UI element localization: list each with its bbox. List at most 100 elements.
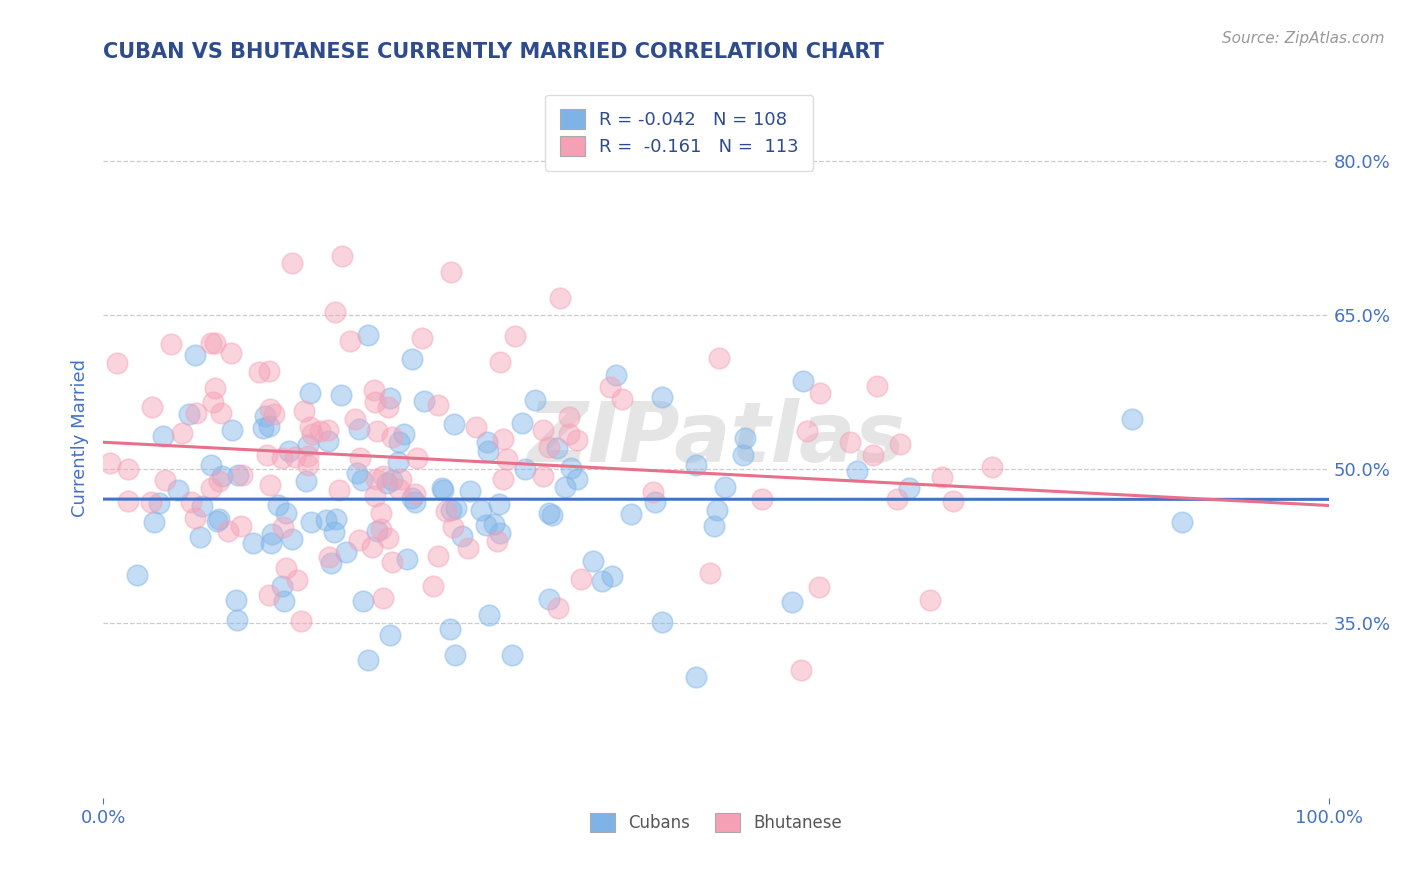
- Point: [278, 444, 301, 458]
- Point: [394, 426, 416, 441]
- Point: [177, 407, 200, 421]
- Point: [440, 503, 463, 517]
- Point: [565, 472, 588, 486]
- Point: [401, 351, 423, 366]
- Point: [356, 653, 378, 667]
- Point: [714, 480, 737, 494]
- Point: [319, 557, 342, 571]
- Point: [388, 482, 411, 496]
- Point: [117, 461, 139, 475]
- Point: [515, 461, 537, 475]
- Point: [605, 368, 627, 382]
- Point: [404, 495, 426, 509]
- Point: [308, 425, 330, 439]
- Point: [180, 495, 202, 509]
- Point: [569, 572, 592, 586]
- Point: [886, 491, 908, 506]
- Point: [388, 435, 411, 450]
- Point: [492, 432, 515, 446]
- Point: [401, 491, 423, 505]
- Point: [349, 422, 371, 436]
- Point: [389, 472, 412, 486]
- Point: [612, 392, 634, 406]
- Point: [231, 468, 253, 483]
- Point: [200, 481, 222, 495]
- Point: [387, 454, 409, 468]
- Point: [257, 364, 280, 378]
- Point: [141, 400, 163, 414]
- Point: [734, 432, 756, 446]
- Point: [560, 461, 582, 475]
- Point: [204, 335, 226, 350]
- Point: [432, 481, 454, 495]
- Point: [301, 426, 323, 441]
- Point: [347, 533, 370, 548]
- Point: [184, 510, 207, 524]
- Point: [315, 513, 337, 527]
- Point: [538, 440, 561, 454]
- Point: [297, 458, 319, 473]
- Point: [377, 531, 399, 545]
- Point: [299, 385, 322, 400]
- Point: [366, 524, 388, 539]
- Point: [942, 493, 965, 508]
- Point: [541, 508, 564, 522]
- Point: [274, 506, 297, 520]
- Point: [465, 419, 488, 434]
- Point: [325, 512, 347, 526]
- Point: [271, 520, 294, 534]
- Point: [426, 397, 449, 411]
- Point: [242, 536, 264, 550]
- Point: [381, 473, 404, 487]
- Point: [538, 592, 561, 607]
- Point: [364, 489, 387, 503]
- Point: [352, 594, 374, 608]
- Point: [323, 305, 346, 319]
- Point: [284, 450, 307, 465]
- Point: [257, 588, 280, 602]
- Point: [259, 536, 281, 550]
- Point: [558, 426, 581, 441]
- Point: [651, 615, 673, 629]
- Point: [207, 474, 229, 488]
- Point: [644, 495, 666, 509]
- Point: [751, 492, 773, 507]
- Point: [219, 346, 242, 360]
- Point: [332, 249, 354, 263]
- Point: [139, 495, 162, 509]
- Point: [292, 404, 315, 418]
- Point: [105, 356, 128, 370]
- Point: [600, 569, 623, 583]
- Point: [201, 395, 224, 409]
- Point: [981, 460, 1004, 475]
- Point: [444, 648, 467, 663]
- Point: [731, 448, 754, 462]
- Point: [1121, 412, 1143, 426]
- Point: [591, 574, 613, 589]
- Point: [259, 401, 281, 416]
- Point: [204, 381, 226, 395]
- Point: [862, 449, 884, 463]
- Point: [492, 472, 515, 486]
- Point: [125, 567, 148, 582]
- Point: [548, 292, 571, 306]
- Point: [357, 328, 380, 343]
- Point: [172, 425, 194, 440]
- Point: [328, 483, 350, 497]
- Point: [404, 487, 426, 501]
- Point: [148, 496, 170, 510]
- Point: [443, 417, 465, 431]
- Point: [484, 517, 506, 532]
- Point: [444, 501, 467, 516]
- Text: ZIPatlas: ZIPatlas: [527, 398, 905, 479]
- Point: [142, 515, 165, 529]
- Point: [485, 533, 508, 548]
- Point: [267, 498, 290, 512]
- Point: [152, 429, 174, 443]
- Point: [381, 430, 404, 444]
- Point: [918, 592, 941, 607]
- Point: [281, 532, 304, 546]
- Point: [501, 648, 523, 662]
- Point: [290, 614, 312, 628]
- Point: [363, 383, 385, 397]
